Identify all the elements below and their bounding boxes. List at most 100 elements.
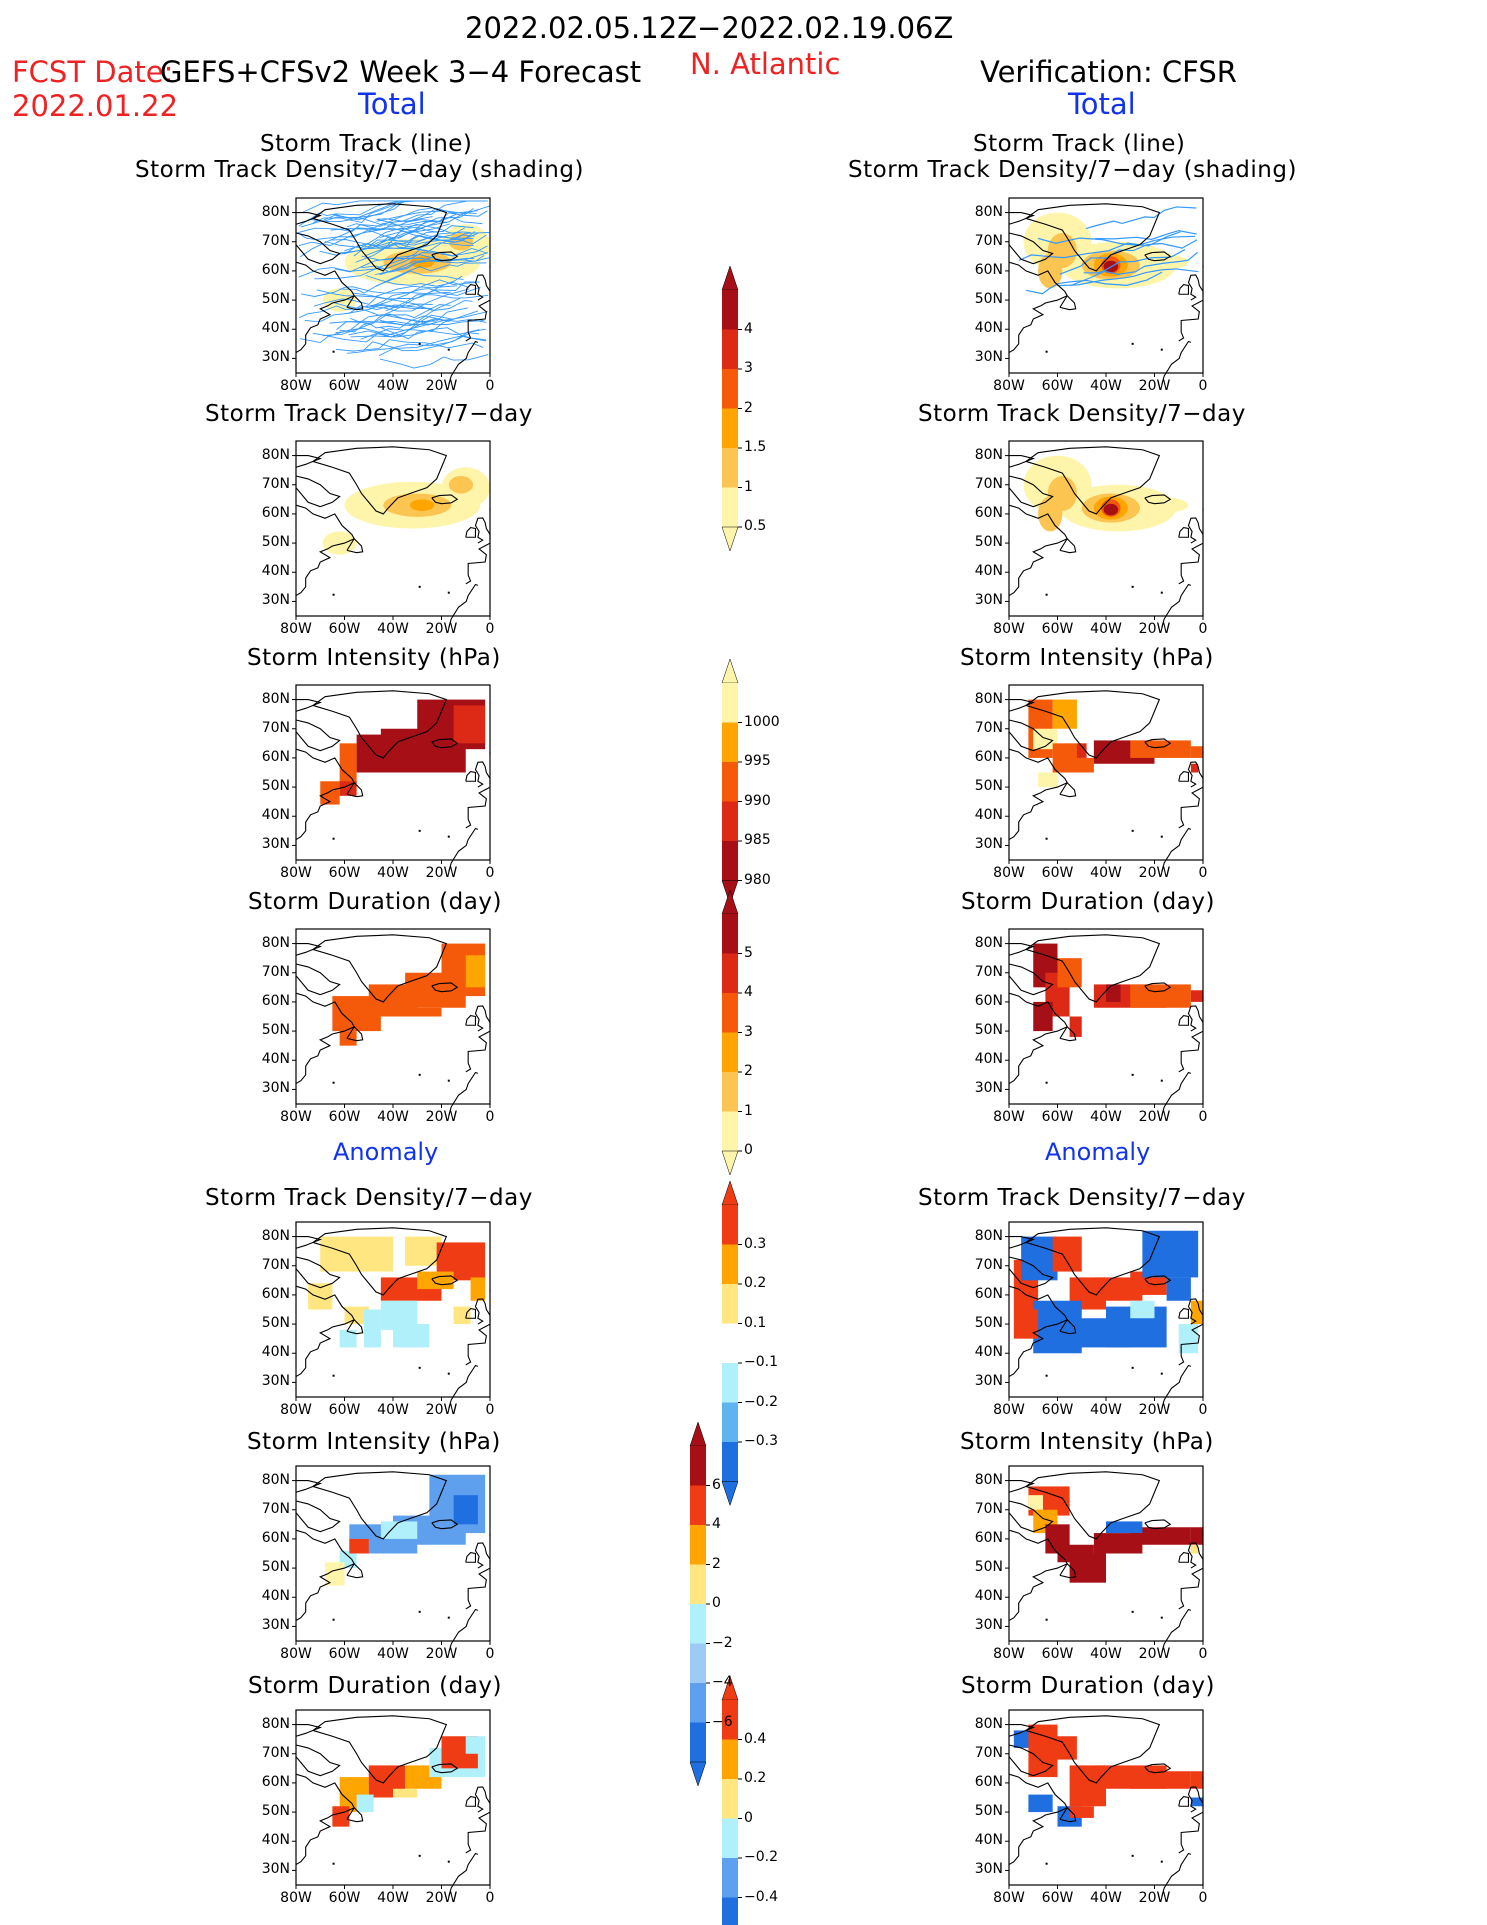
left-lon-tick-1: 60W xyxy=(328,378,361,394)
left-lon-tick-7: 60W xyxy=(328,1890,361,1906)
right-lat-tick-3: 40N xyxy=(974,807,1003,824)
right-map-panel-3 xyxy=(1005,684,1204,872)
right-lat-tick-2: 40N xyxy=(974,563,1003,580)
right-lon-tick-5: 60W xyxy=(1041,1402,1074,1418)
colorbar-intensity-anomaly-label-5: −4 xyxy=(712,1674,733,1690)
right-lat-tick-5: 70N xyxy=(974,1256,1003,1273)
right-lat-tick-6: 70N xyxy=(974,1500,1003,1517)
right-lat-tick-7: 80N xyxy=(974,1715,1003,1732)
right-lon-tick-3: 40W xyxy=(1090,865,1122,881)
colorbar-intensity-total xyxy=(721,658,742,906)
right-lat-tick-2: 60N xyxy=(974,504,1003,521)
right-panel4-title: Storm Duration (day) xyxy=(961,889,1215,915)
right-panel7-title: Storm Duration (day) xyxy=(961,1673,1215,1699)
right-lon-tick-1: 20W xyxy=(1138,378,1171,394)
left-lon-tick-3: 0 xyxy=(485,865,495,881)
left-panel6-title: Storm Intensity (hPa) xyxy=(247,1429,501,1455)
left-lat-tick-7: 30N xyxy=(261,1861,290,1878)
right-lon-tick-7: 0 xyxy=(1198,1890,1208,1906)
region-label: N. Atlantic xyxy=(690,47,841,81)
left-lon-tick-5: 0 xyxy=(485,1402,495,1418)
left-lat-tick-5: 60N xyxy=(261,1285,290,1302)
right-lat-tick-4: 50N xyxy=(974,1022,1003,1039)
colorbar-density-anomaly xyxy=(721,1180,742,1507)
right-lon-tick-2: 80W xyxy=(993,621,1025,637)
right-lon-tick-5: 80W xyxy=(993,1402,1025,1418)
left-panel3-title: Storm Intensity (hPa) xyxy=(247,645,501,671)
forecast-model-label: GEFS+CFSv2 Week 3−4 Forecast xyxy=(160,55,642,89)
left-lon-tick-6: 40W xyxy=(377,1646,409,1662)
left-lat-tick-3: 50N xyxy=(261,778,290,795)
left-lat-tick-4: 30N xyxy=(261,1080,290,1097)
colorbar-intensity-anomaly-label-4: −2 xyxy=(712,1634,733,1651)
right-lat-tick-6: 50N xyxy=(974,1559,1003,1576)
left-lon-tick-6: 80W xyxy=(280,1646,312,1662)
right-lat-tick-4: 80N xyxy=(974,934,1003,951)
left-lat-tick-3: 60N xyxy=(261,748,290,765)
left-lat-tick-6: 30N xyxy=(261,1617,290,1634)
right-anomaly-label: Anomaly xyxy=(1045,1138,1151,1166)
right-lon-tick-5: 0 xyxy=(1198,1402,1208,1418)
right-lat-tick-1: 80N xyxy=(974,203,1003,220)
right-lat-tick-3: 80N xyxy=(974,690,1003,707)
left-lat-tick-4: 60N xyxy=(261,992,290,1009)
left-lon-tick-2: 60W xyxy=(328,621,361,637)
left-lat-tick-1: 60N xyxy=(261,261,290,278)
left-lat-tick-4: 50N xyxy=(261,1022,290,1039)
left-lat-tick-7: 70N xyxy=(261,1744,290,1761)
left-lon-tick-7: 40W xyxy=(377,1890,409,1906)
left-lon-tick-3: 80W xyxy=(280,865,312,881)
left-lon-tick-3: 20W xyxy=(425,865,458,881)
left-lat-tick-5: 30N xyxy=(261,1373,290,1390)
colorbar-duration-total-label-3: 2 xyxy=(744,1063,753,1079)
left-panel4-title: Storm Duration (day) xyxy=(248,889,502,915)
right-lon-tick-3: 20W xyxy=(1138,865,1171,881)
colorbar-density-anomaly-label-2: 0.1 xyxy=(744,1314,767,1331)
left-panel2-title: Storm Track Density/7−day xyxy=(205,401,533,427)
left-lon-tick-4: 80W xyxy=(280,1109,312,1125)
right-lat-tick-6: 40N xyxy=(974,1588,1003,1605)
fcst-date-value: 2022.01.22 xyxy=(12,89,179,123)
colorbar-intensity-total-label-4: 980 xyxy=(744,871,771,888)
right-lat-tick-7: 30N xyxy=(974,1861,1003,1878)
right-lat-tick-7: 40N xyxy=(974,1832,1003,1849)
right-lat-tick-4: 40N xyxy=(974,1051,1003,1068)
right-lon-tick-4: 60W xyxy=(1041,1109,1074,1125)
right-lon-tick-1: 60W xyxy=(1041,378,1074,394)
right-lon-tick-7: 40W xyxy=(1090,1890,1122,1906)
left-lat-tick-6: 50N xyxy=(261,1559,290,1576)
right-lon-tick-1: 80W xyxy=(993,378,1025,394)
right-lon-tick-1: 40W xyxy=(1090,378,1122,394)
left-lon-tick-4: 40W xyxy=(377,1109,409,1125)
right-lat-tick-5: 60N xyxy=(974,1285,1003,1302)
fcst-date-label: FCST Date: xyxy=(12,55,174,89)
right-lat-tick-5: 80N xyxy=(974,1227,1003,1244)
right-map-panel-4 xyxy=(1005,928,1204,1116)
colorbar-duration-anomaly xyxy=(721,1675,742,1925)
right-lat-tick-5: 40N xyxy=(974,1344,1003,1361)
right-lat-tick-1: 60N xyxy=(974,261,1003,278)
left-lon-tick-5: 20W xyxy=(425,1402,458,1418)
right-lat-tick-5: 30N xyxy=(974,1373,1003,1390)
left-panel5-title: Storm Track Density/7−day xyxy=(205,1185,533,1211)
right-lat-tick-2: 30N xyxy=(974,592,1003,609)
left-lat-tick-2: 60N xyxy=(261,504,290,521)
left-lon-tick-2: 0 xyxy=(485,621,495,637)
right-lon-tick-6: 60W xyxy=(1041,1646,1074,1662)
right-panel6-title: Storm Intensity (hPa) xyxy=(960,1429,1214,1455)
right-lat-tick-1: 40N xyxy=(974,320,1003,337)
right-map-panel-1 xyxy=(1005,197,1204,385)
left-lon-tick-2: 20W xyxy=(425,621,458,637)
right-lat-tick-5: 50N xyxy=(974,1315,1003,1332)
colorbar-intensity-anomaly-label-3: 0 xyxy=(712,1595,721,1611)
left-panel1-title-shading: Storm Track Density/7−day (shading) xyxy=(135,157,584,183)
left-anomaly-label: Anomaly xyxy=(333,1138,439,1166)
right-lon-tick-7: 60W xyxy=(1041,1890,1074,1906)
right-lon-tick-4: 0 xyxy=(1198,1109,1208,1125)
colorbar-intensity-total-label-1: 995 xyxy=(744,753,771,769)
left-lat-tick-5: 50N xyxy=(261,1315,290,1332)
left-total-label: Total xyxy=(358,87,426,121)
colorbar-intensity-anomaly-label-1: 4 xyxy=(712,1516,721,1532)
colorbar-density-total-label-5: 0.5 xyxy=(744,518,767,534)
colorbar-duration-total-label-1: 4 xyxy=(744,984,753,1000)
